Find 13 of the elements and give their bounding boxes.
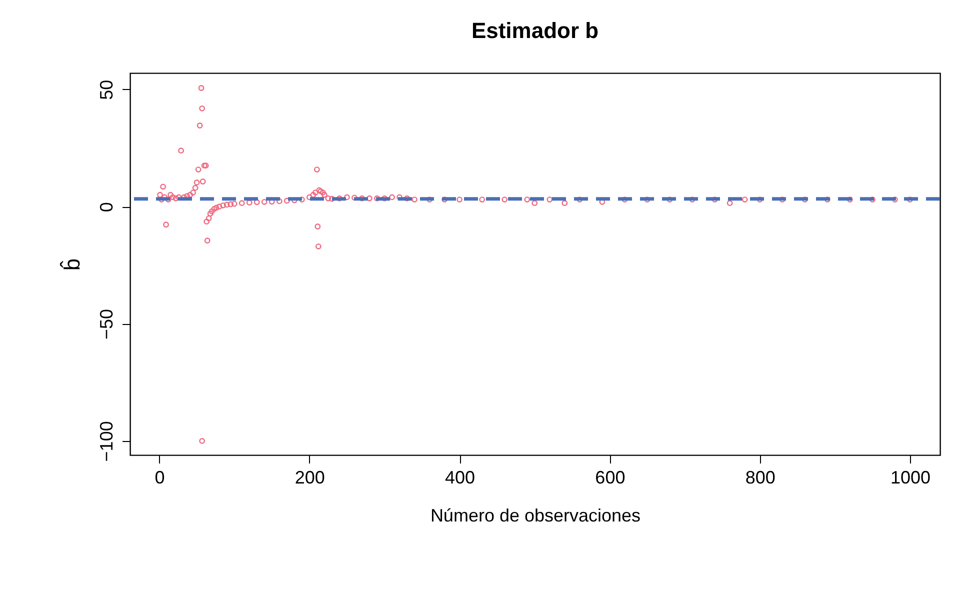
y-tick-label: 0 (96, 202, 116, 212)
y-tick-label: −50 (96, 308, 116, 340)
x-tick-label: 800 (745, 468, 776, 488)
y-tick-label: −100 (96, 421, 116, 462)
x-tick-label: 0 (154, 468, 165, 488)
x-tick-label: 1000 (890, 468, 930, 488)
x-tick-label: 600 (595, 468, 626, 488)
x-axis-title: Número de observaciones (430, 506, 641, 526)
x-tick-label: 200 (294, 468, 325, 488)
chart-title: Estimador b (471, 18, 599, 43)
y-axis-title: b̂ (58, 258, 84, 271)
y-tick-label: 50 (96, 80, 116, 100)
x-tick-label: 400 (445, 468, 476, 488)
